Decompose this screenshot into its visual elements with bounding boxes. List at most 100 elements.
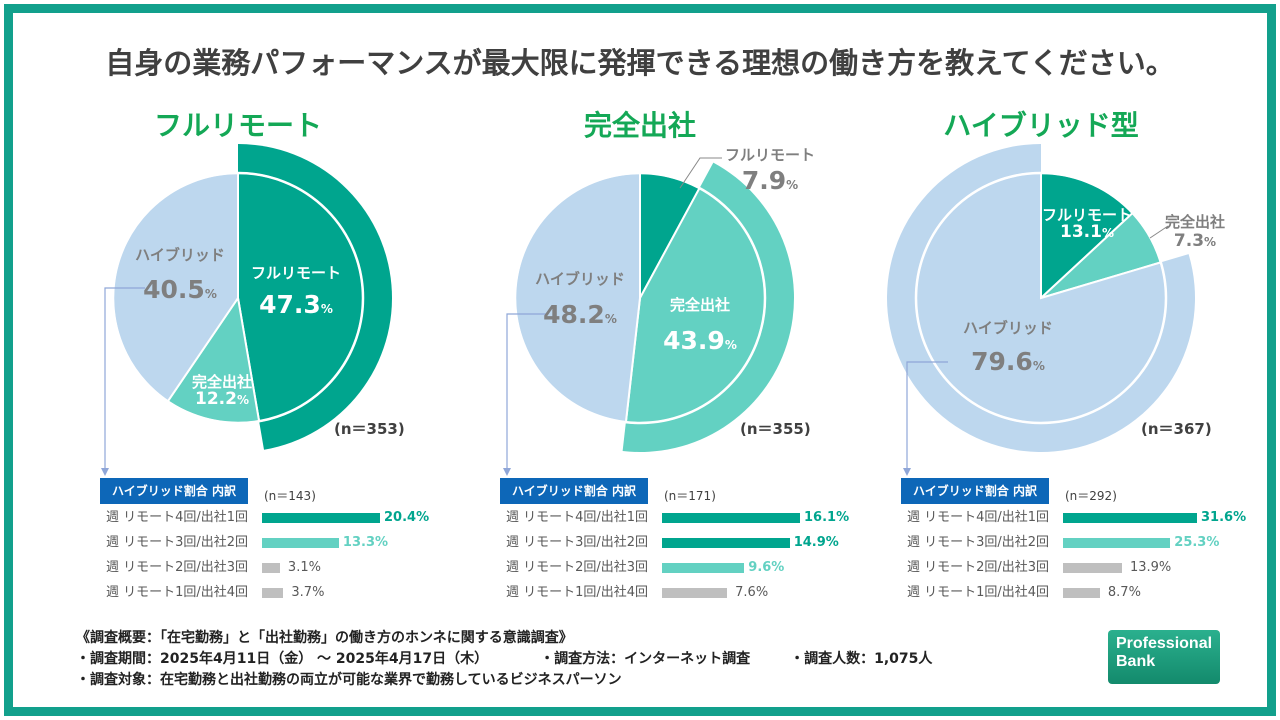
breakdown-label: 週 リモート1回/出社4回: [907, 585, 1050, 600]
breakdown-bar: [662, 538, 790, 548]
breakdown-bar: [1063, 563, 1122, 573]
professional-bank-logo: Professional Bank: [1108, 630, 1220, 684]
slice-label: フルリモート: [1041, 206, 1133, 224]
breakdown-bar: [1063, 513, 1197, 523]
footnote-line3: ・調査対象：在宅勤務と出社勤務の両立が可能な業界で勤務しているビジネスパーソン: [76, 672, 622, 688]
footnote-line1: 《調査概要：「在宅勤務」と「出社勤務」の働き方のホンネに関する意識調査》: [76, 630, 573, 646]
survey-footnote: 《調査概要：「在宅勤務」と「出社勤務」の働き方のホンネに関する意識調査》 ・調査…: [76, 628, 932, 691]
breakdown-value: 7.6%: [735, 585, 769, 600]
breakdown-row: 週 リモート1回/出社4回 7.6%: [506, 583, 874, 608]
breakdown-value: 20.4%: [384, 510, 430, 525]
breakdown-row: 週 リモート4回/出社1回 31.6%: [907, 508, 1271, 533]
arrow-icon: [503, 468, 511, 476]
slice-label: ハイブリッド: [535, 270, 625, 288]
breakdown-row: 週 リモート1回/出社4回 8.7%: [907, 583, 1271, 608]
breakdown-bar: [1063, 538, 1171, 548]
callout-line: [679, 157, 722, 189]
breakdown-label: 週 リモート2回/出社3回: [506, 560, 649, 575]
breakdown-value: 16.1%: [804, 510, 850, 525]
breakdown-row: 週 リモート2回/出社3回 13.9%: [907, 558, 1271, 583]
slice-label: 完全出社: [669, 296, 731, 314]
pie-title: 完全出社: [583, 109, 697, 142]
slice-label: フルリモート: [250, 264, 342, 282]
breakdown-label: 週 リモート3回/出社2回: [106, 535, 249, 550]
slice-value: 7.9%: [741, 166, 799, 195]
breakdown-header: ハイブリッド割合 内訳: [100, 478, 248, 504]
slice-label: 完全出社: [1164, 213, 1226, 231]
breakdown-bar: [262, 563, 280, 573]
frame-border: [4, 4, 1276, 716]
footnote-period: ・調査期間：2025年4月11日（金） ～ 2025年4月17日（木）: [76, 651, 489, 667]
breakdown-value: 14.9%: [793, 535, 839, 550]
leader-line: [906, 361, 948, 470]
breakdown-value: 8.7%: [1107, 585, 1141, 600]
footnote-method: ・調査方法：インターネット調査: [540, 651, 751, 667]
slice-value: 47.3%: [259, 290, 333, 319]
breakdown-value: 3.7%: [291, 585, 325, 600]
slice-label: フルリモート: [724, 146, 816, 164]
breakdown-row: 週 リモート3回/出社2回 14.9%: [506, 533, 874, 558]
sample-size: (n＝355): [740, 420, 811, 438]
pie-title: ハイブリッド型: [943, 109, 1139, 142]
leader-line: [506, 313, 548, 470]
slice-value: 43.9%: [663, 326, 737, 355]
arrow-icon: [101, 468, 109, 476]
page-title: 自身の業務パフォーマンスが最大限に発揮できる理想の働き方を教えてください。: [105, 46, 1175, 80]
footnote-count: ・調査人数：1,075人: [790, 651, 933, 667]
breakdown-bar: [262, 513, 380, 523]
slice-value: 13.1%: [1060, 222, 1114, 242]
breakdown-row: 週 リモート1回/出社4回 3.7%: [106, 583, 454, 608]
breakdown-row: 週 リモート3回/出社2回 25.3%: [907, 533, 1271, 558]
breakdown-n: (n＝292): [1065, 489, 1117, 503]
breakdown-bar: [1063, 588, 1100, 598]
breakdown-row: 週 リモート3回/出社2回 13.3%: [106, 533, 454, 558]
breakdown-bar: [262, 588, 284, 598]
breakdown-label: 週 リモート4回/出社1回: [106, 510, 249, 525]
slice-value: 12.2%: [195, 389, 249, 409]
slice-label: ハイブリッド: [135, 246, 225, 264]
pie-title: フルリモート: [153, 109, 323, 142]
slice-value: 40.5%: [143, 275, 217, 304]
breakdown-label: 週 リモート2回/出社3回: [106, 560, 249, 575]
breakdown-bar: [662, 513, 800, 523]
pie-outline: [914, 171, 1168, 425]
breakdown-value: 13.9%: [1129, 560, 1172, 575]
breakdown-label: 週 リモート3回/出社2回: [907, 535, 1050, 550]
slice-value: 79.6%: [971, 347, 1045, 376]
slice-value: 7.3%: [1173, 231, 1217, 251]
breakdown-label: 週 リモート1回/出社4回: [106, 585, 249, 600]
breakdown-bar: [662, 563, 745, 573]
breakdown-label: 週 リモート1回/出社4回: [506, 585, 649, 600]
breakdown-row: 週 リモート2回/出社3回 9.6%: [506, 558, 874, 583]
callout-line: [1149, 225, 1169, 239]
pie-slice: [514, 171, 641, 424]
pie-outline: [111, 171, 365, 425]
pie-outline: [513, 171, 767, 425]
breakdown-bar: [662, 588, 728, 598]
breakdown-row: 週 リモート2回/出社3回 3.1%: [106, 558, 454, 583]
breakdown-value: 25.3%: [1174, 535, 1220, 550]
breakdown-value: 9.6%: [748, 560, 785, 575]
breakdown-label: 週 リモート4回/出社1回: [907, 510, 1050, 525]
breakdown-row: 週 リモート4回/出社1回 20.4%: [106, 508, 454, 533]
slice-label: 完全出社: [191, 373, 253, 391]
breakdown-n: (n＝171): [664, 489, 716, 503]
slice-label: ハイブリッド: [963, 319, 1053, 337]
breakdown-header: ハイブリッド割合 内訳: [500, 478, 648, 504]
arrow-icon: [903, 468, 911, 476]
breakdown-value: 3.1%: [287, 560, 321, 575]
breakdown-label: 週 リモート3回/出社2回: [506, 535, 649, 550]
breakdown-header: ハイブリッド割合 内訳: [901, 478, 1049, 504]
sample-size: (n＝367): [1141, 420, 1212, 438]
breakdown-value: 13.3%: [342, 535, 389, 550]
breakdown-label: 週 リモート4回/出社1回: [506, 510, 649, 525]
breakdown-row: 週 リモート4回/出社1回 16.1%: [506, 508, 874, 533]
breakdown-label: 週 リモート2回/出社3回: [907, 560, 1050, 575]
sample-size: (n＝353): [334, 420, 405, 438]
breakdown-value: 31.6%: [1201, 510, 1247, 525]
leader-line: [104, 287, 145, 470]
breakdown-n: (n＝143): [264, 489, 316, 503]
slice-value: 48.2%: [543, 300, 617, 329]
breakdown-bar: [262, 538, 339, 548]
